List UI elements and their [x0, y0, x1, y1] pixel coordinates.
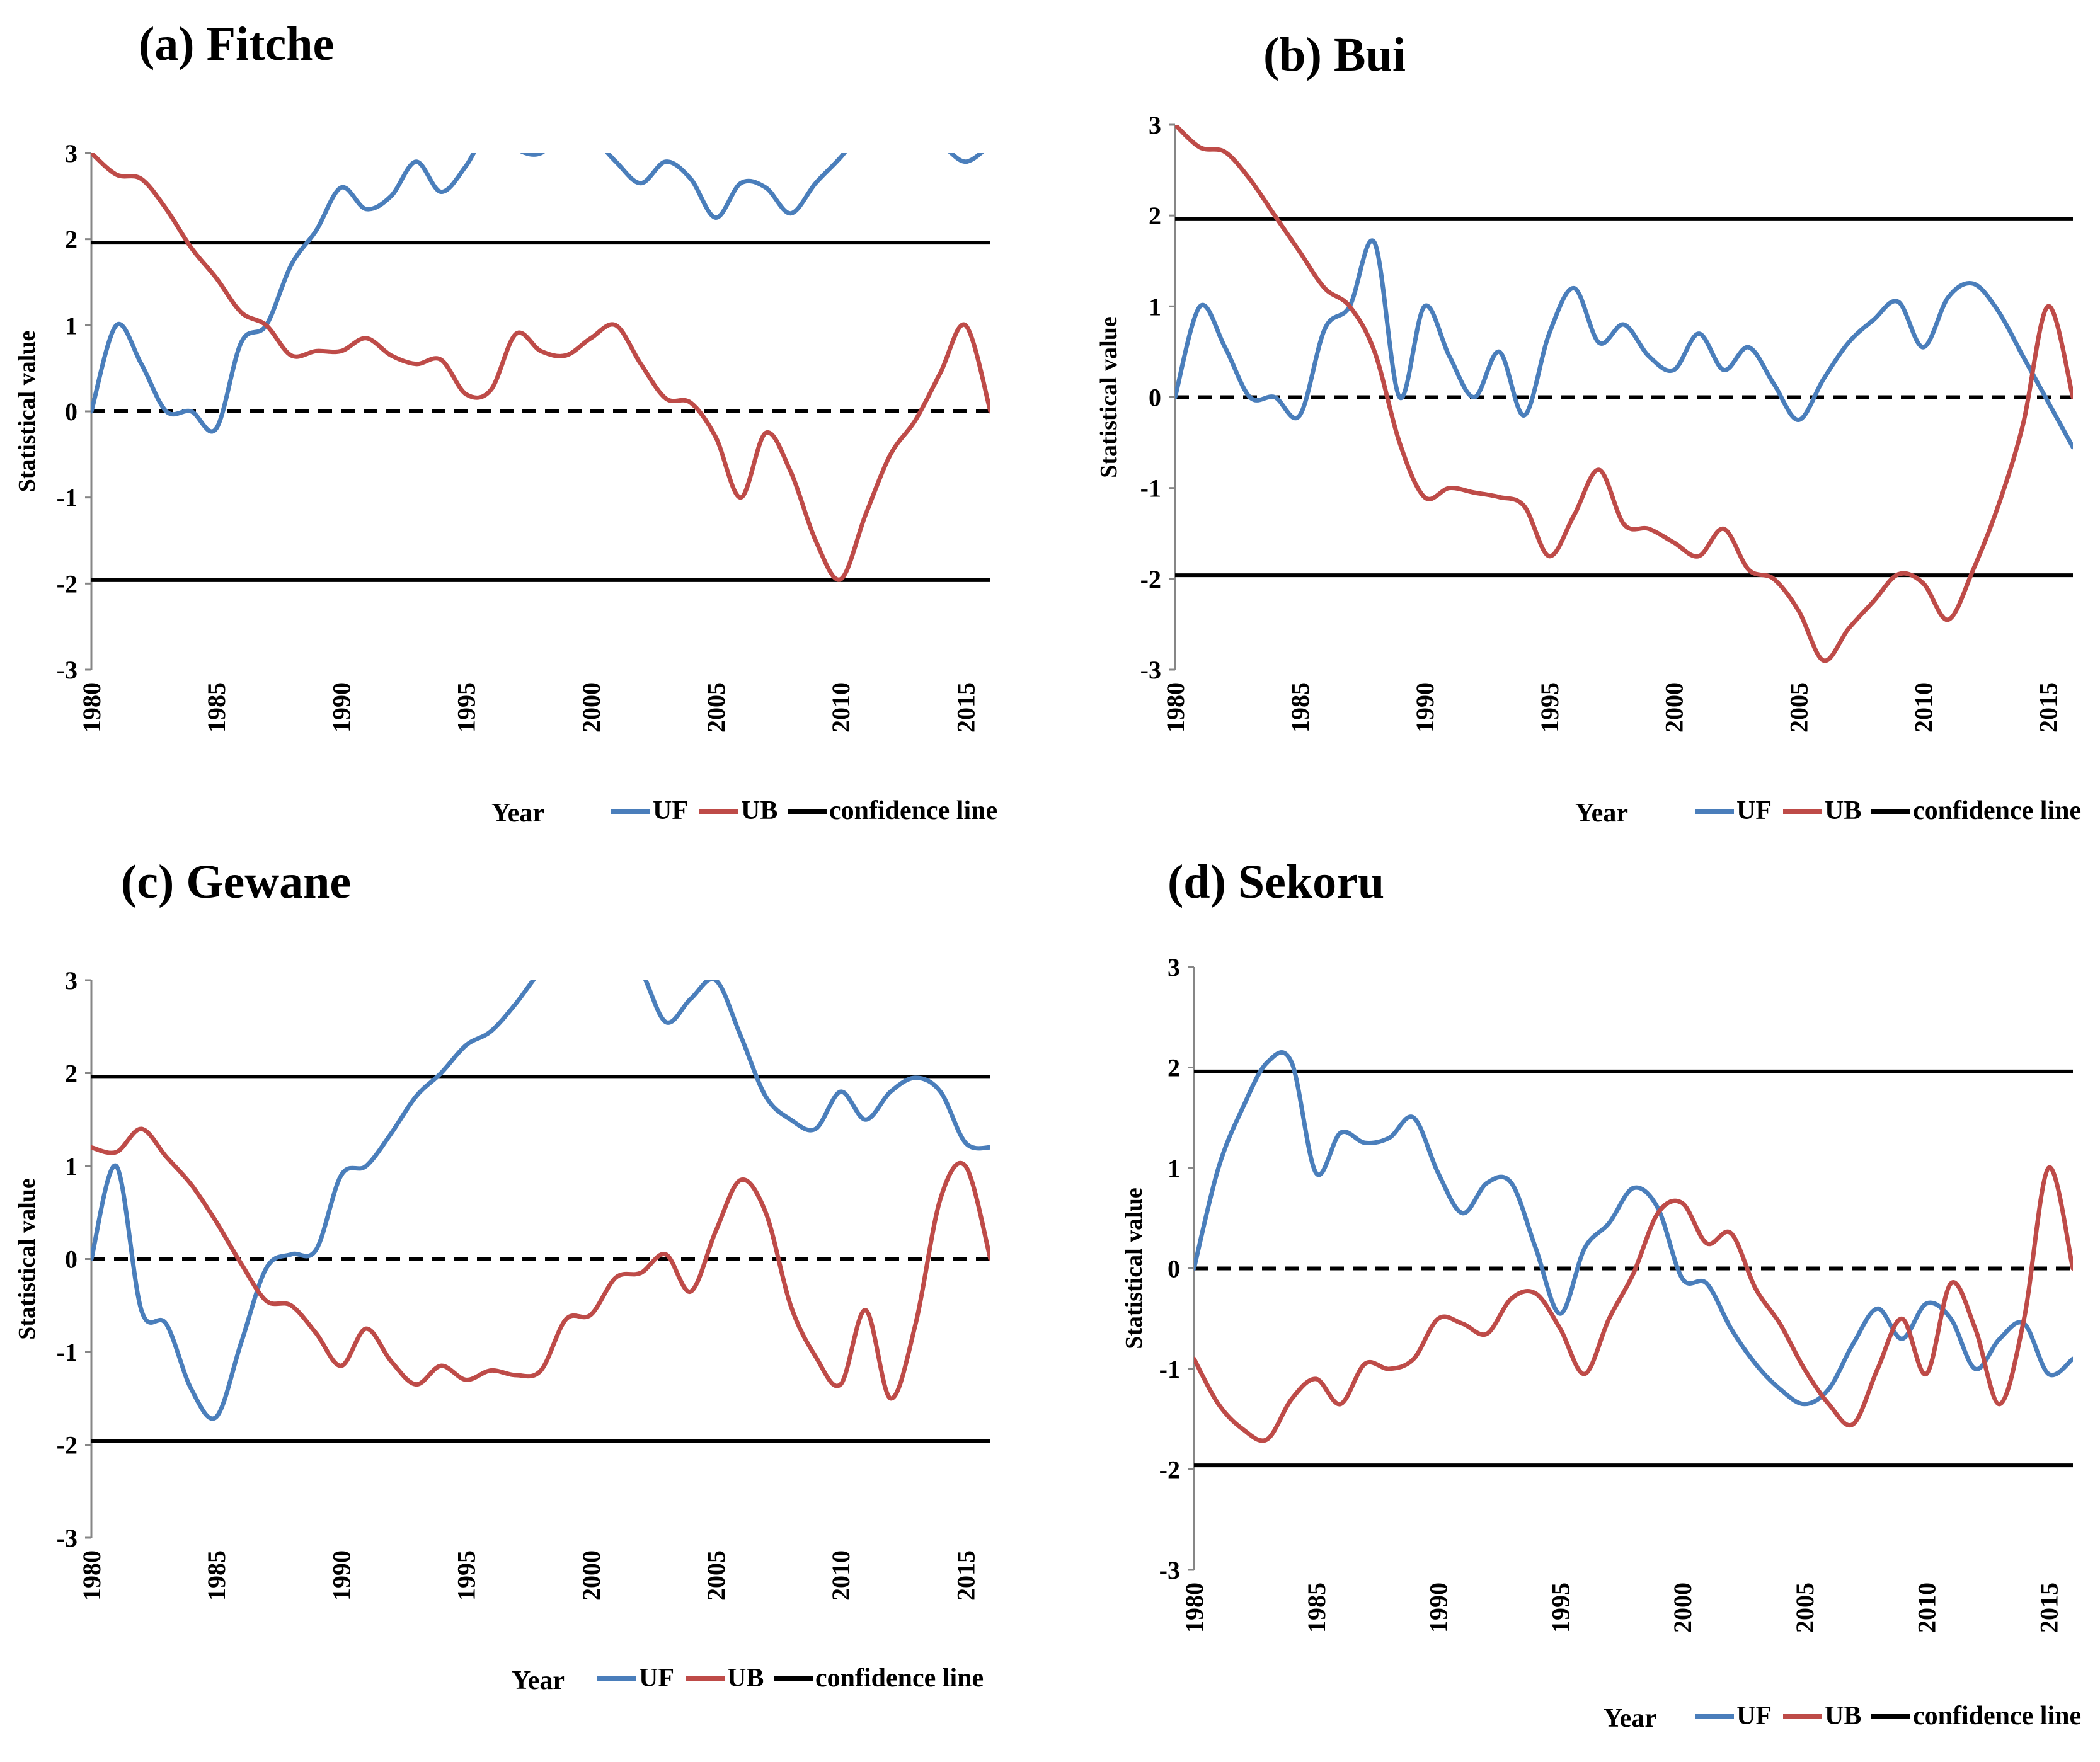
chart-title: (d) Sekoru — [1168, 855, 1384, 908]
y-axis-title: Statistical value — [1096, 316, 1122, 478]
y-tick-label: -1 — [57, 1338, 77, 1366]
x-tick-label: 2005 — [1785, 682, 1813, 733]
series-line-ub — [91, 153, 990, 582]
y-tick-label: 3 — [65, 966, 77, 995]
x-tick-label: 1985 — [1302, 1582, 1331, 1633]
x-tick-label: 1980 — [77, 1550, 106, 1601]
y-tick-label: -1 — [57, 484, 77, 512]
y-tick-label: 2 — [65, 226, 77, 254]
legend-label: UB — [1825, 796, 1861, 825]
x-axis-title: Year — [512, 1666, 565, 1695]
y-tick-label: 1 — [1168, 1154, 1180, 1182]
y-tick-label: 0 — [1149, 384, 1161, 412]
x-axis-title: Year — [1575, 799, 1628, 828]
x-tick-label: 2000 — [577, 682, 605, 733]
series-line-uf — [1194, 1050, 2073, 1407]
x-axis-title: Year — [491, 799, 544, 828]
x-tick-label: 2000 — [1668, 1582, 1697, 1633]
chart-title: (c) Gewane — [121, 855, 351, 908]
legend-label: UF — [639, 1664, 674, 1693]
x-tick-label: 1980 — [1180, 1582, 1208, 1633]
y-tick-label: 0 — [65, 1245, 77, 1274]
legend-label: confidence line — [1913, 796, 2081, 825]
x-tick-label: 1990 — [1411, 682, 1439, 733]
y-tick-label: 2 — [1149, 202, 1161, 230]
y-axis-title: Statistical value — [1121, 1187, 1147, 1349]
y-tick-label: 3 — [1168, 953, 1180, 981]
y-tick-label: 2 — [1168, 1054, 1180, 1082]
y-axis-title: Statistical value — [14, 1178, 40, 1339]
series-line-ub — [1175, 125, 2073, 663]
x-tick-label: 1980 — [1161, 682, 1190, 733]
x-tick-label: 2005 — [1791, 1582, 1819, 1633]
x-tick-label: 2010 — [1910, 682, 1938, 733]
x-axis-title: Year — [1604, 1704, 1656, 1733]
x-tick-label: 1985 — [1286, 682, 1314, 733]
y-tick-label: -2 — [57, 569, 77, 598]
y-tick-label: 0 — [1168, 1255, 1180, 1283]
legend-label: UB — [727, 1664, 764, 1693]
x-tick-label: 1995 — [452, 682, 481, 733]
x-tick-label: 2005 — [702, 682, 730, 733]
x-tick-label: 1995 — [452, 1550, 481, 1601]
legend-label: confidence line — [815, 1664, 984, 1693]
x-tick-label: 1990 — [1425, 1582, 1453, 1633]
series-line-uf — [1175, 238, 2073, 450]
legend-label: confidence line — [1913, 1702, 2081, 1731]
y-tick-label: -2 — [1159, 1456, 1180, 1484]
y-tick-label: 2 — [65, 1060, 77, 1088]
y-tick-label: -3 — [1159, 1556, 1180, 1584]
x-tick-label: 2010 — [827, 682, 855, 733]
chart-title: (a) Fitche — [139, 18, 334, 71]
x-tick-label: 1995 — [1546, 1582, 1575, 1633]
legend-label: UF — [653, 796, 688, 825]
x-tick-label: 2005 — [702, 1550, 730, 1601]
x-tick-label: 1985 — [202, 1550, 231, 1601]
series-line-uf — [91, 153, 984, 434]
y-tick-label: 3 — [1149, 111, 1161, 139]
y-tick-label: -1 — [1140, 474, 1161, 503]
x-tick-label: 2015 — [2034, 1582, 2063, 1633]
y-tick-label: 3 — [65, 139, 77, 168]
x-tick-label: 2015 — [951, 682, 980, 733]
x-tick-label: 2000 — [1660, 682, 1689, 733]
y-tick-label: -1 — [1159, 1355, 1180, 1383]
x-tick-label: 1990 — [327, 1550, 355, 1601]
y-tick-label: 0 — [65, 398, 77, 426]
y-tick-label: -3 — [57, 656, 77, 684]
legend-label: UF — [1736, 1702, 1772, 1731]
y-axis-title: Statistical value — [14, 331, 40, 492]
series-line-ub — [91, 1126, 990, 1401]
x-tick-label: 2010 — [827, 1550, 855, 1601]
y-tick-label: -3 — [1140, 656, 1161, 684]
x-tick-label: 2015 — [2034, 682, 2062, 733]
series-line-ub — [1194, 1165, 2073, 1443]
legend-label: UB — [1825, 1702, 1861, 1731]
legend-label: confidence line — [829, 796, 997, 825]
x-tick-label: 1985 — [202, 682, 231, 733]
series-line-uf — [91, 980, 990, 1421]
y-tick-label: -2 — [1140, 565, 1161, 593]
x-tick-label: 1990 — [327, 682, 355, 733]
y-tick-label: 1 — [65, 311, 77, 340]
x-tick-label: 1995 — [1535, 682, 1564, 733]
legend-label: UF — [1736, 796, 1772, 825]
x-tick-label: 2010 — [1913, 1582, 1941, 1633]
y-tick-label: -2 — [57, 1431, 77, 1460]
chart-title: (b) Bui — [1263, 28, 1406, 81]
y-tick-label: 1 — [65, 1152, 77, 1181]
x-tick-label: 2000 — [577, 1550, 605, 1601]
x-tick-label: 2015 — [951, 1550, 980, 1601]
x-tick-label: 1980 — [77, 682, 106, 733]
legend-label: UB — [741, 796, 777, 825]
y-tick-label: 1 — [1149, 292, 1161, 321]
y-tick-label: -3 — [57, 1524, 77, 1552]
